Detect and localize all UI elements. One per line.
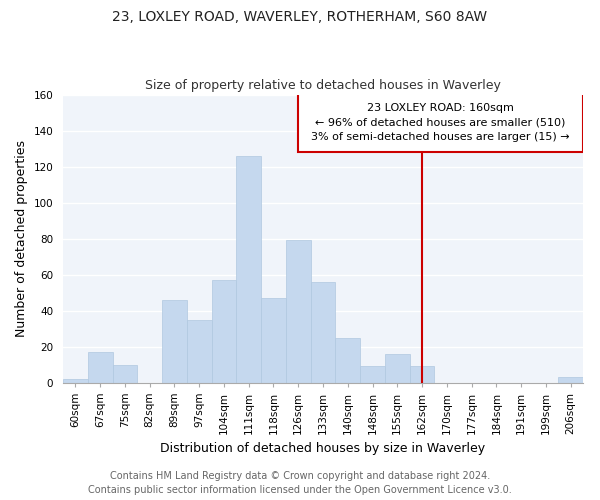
Bar xyxy=(63,379,88,382)
Bar xyxy=(360,366,385,382)
Bar xyxy=(286,240,311,382)
Bar xyxy=(558,377,583,382)
FancyBboxPatch shape xyxy=(298,93,583,152)
Bar xyxy=(88,352,113,382)
Text: Contains HM Land Registry data © Crown copyright and database right 2024.
Contai: Contains HM Land Registry data © Crown c… xyxy=(88,471,512,495)
Text: 23, LOXLEY ROAD, WAVERLEY, ROTHERHAM, S60 8AW: 23, LOXLEY ROAD, WAVERLEY, ROTHERHAM, S6… xyxy=(112,10,488,24)
Bar xyxy=(311,282,335,382)
Bar xyxy=(113,364,137,382)
Text: 23 LOXLEY ROAD: 160sqm
← 96% of detached houses are smaller (510)
3% of semi-det: 23 LOXLEY ROAD: 160sqm ← 96% of detached… xyxy=(311,102,570,142)
Y-axis label: Number of detached properties: Number of detached properties xyxy=(15,140,28,337)
Bar xyxy=(212,280,236,382)
Bar xyxy=(236,156,261,382)
Bar xyxy=(335,338,360,382)
Title: Size of property relative to detached houses in Waverley: Size of property relative to detached ho… xyxy=(145,79,501,92)
Bar xyxy=(385,354,410,382)
Bar xyxy=(261,298,286,382)
Bar xyxy=(187,320,212,382)
Bar xyxy=(410,366,434,382)
Bar xyxy=(162,300,187,382)
X-axis label: Distribution of detached houses by size in Waverley: Distribution of detached houses by size … xyxy=(160,442,485,455)
